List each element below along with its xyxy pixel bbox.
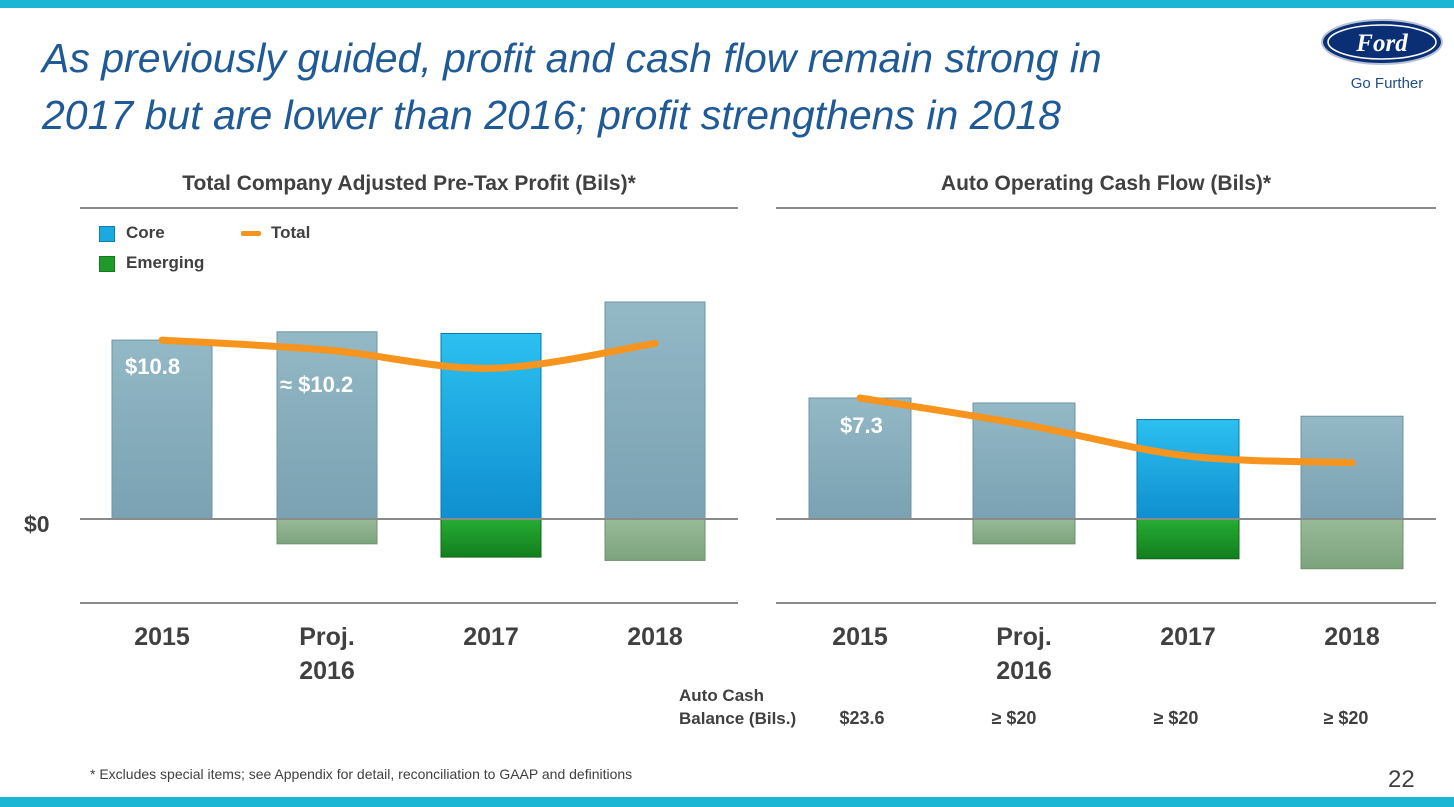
legend-emerging-swatch	[99, 256, 115, 272]
chart-1-tick-label: 2018	[627, 623, 683, 651]
legend-emerging-label: Emerging	[126, 253, 205, 272]
chart-1-data-label: $10.8	[125, 354, 180, 379]
page-number: 22	[1388, 766, 1415, 793]
chart-1-emerging-bar	[440, 518, 542, 558]
chart-1-emerging-bar	[604, 518, 706, 561]
legend-core-label: Core	[126, 223, 165, 242]
slide-title: As previously guided, profit and cash fl…	[42, 30, 1282, 144]
cash-balance-label: Balance (Bils.)	[679, 709, 796, 728]
cash-balance-value: $23.6	[839, 708, 884, 728]
chart-2-tick-label: 2017	[1160, 623, 1216, 651]
chart-1-core-bar	[276, 331, 378, 520]
footnote: * Excludes special items; see Appendix f…	[90, 766, 633, 782]
chart-1-data-label: ≈ $10.2	[280, 372, 353, 397]
chart-2-total-line	[856, 394, 1356, 467]
chart-2-tick-label: 2016	[996, 657, 1052, 685]
chart-2-tick-label: 2018	[1324, 623, 1380, 651]
legend-core-swatch	[99, 226, 115, 242]
top-accent-bar	[0, 0, 1454, 8]
chart-2-core-bar	[1136, 419, 1240, 520]
chart-1-core-bar	[440, 332, 542, 520]
chart-1-total-line	[158, 336, 659, 372]
ford-logo-wordmark: Ford	[1355, 30, 1408, 57]
chart-1-core-bar	[604, 301, 706, 520]
chart-1-zero-label: $0	[24, 511, 50, 537]
chart-2-tick-label: Proj.	[996, 623, 1052, 651]
legend-total-label: Total	[271, 223, 311, 242]
chart-2-tick-label: 2015	[832, 623, 888, 651]
ford-logo: Ford Go Further	[1321, 19, 1443, 92]
chart-2-title: Auto Operating Cash Flow (Bils)*	[940, 172, 1272, 195]
legend-total-swatch	[241, 231, 261, 236]
chart-1-tick-label: 2016	[299, 657, 355, 685]
cash-balance-value: ≥ $20	[1154, 708, 1199, 728]
chart-1-tick-label: 2017	[463, 623, 519, 651]
bottom-accent-bar	[0, 797, 1454, 807]
cash-balance-label: Auto Cash	[679, 686, 764, 705]
cash-balance-value: ≥ $20	[1324, 708, 1369, 728]
chart-2-emerging-bar	[1300, 518, 1404, 570]
chart-2-emerging-bar	[972, 518, 1076, 545]
slide-title-line-2: 2017 but are lower than 2016; profit str…	[42, 92, 1061, 138]
chart-1-tick-label: Proj.	[299, 623, 355, 651]
tagline: Go Further	[1351, 75, 1424, 92]
chart-2-core-bar	[808, 397, 912, 520]
chart-2-data-label: $7.3	[840, 413, 883, 438]
chart-1-tick-label: 2015	[134, 623, 190, 651]
chart-2-core-bar	[1300, 415, 1404, 520]
chart-1-title-rule	[80, 207, 738, 209]
chart-2-emerging-bar	[1136, 518, 1240, 560]
slide-title-line-1: As previously guided, profit and cash fl…	[42, 35, 1102, 81]
chart-1-core-bar	[111, 339, 213, 520]
chart-1-emerging-bar	[276, 518, 378, 545]
chart-2-title-rule	[776, 207, 1436, 209]
chart-1-title: Total Company Adjusted Pre-Tax Profit (B…	[182, 172, 636, 195]
cash-balance-value: ≥ $20	[992, 708, 1037, 728]
